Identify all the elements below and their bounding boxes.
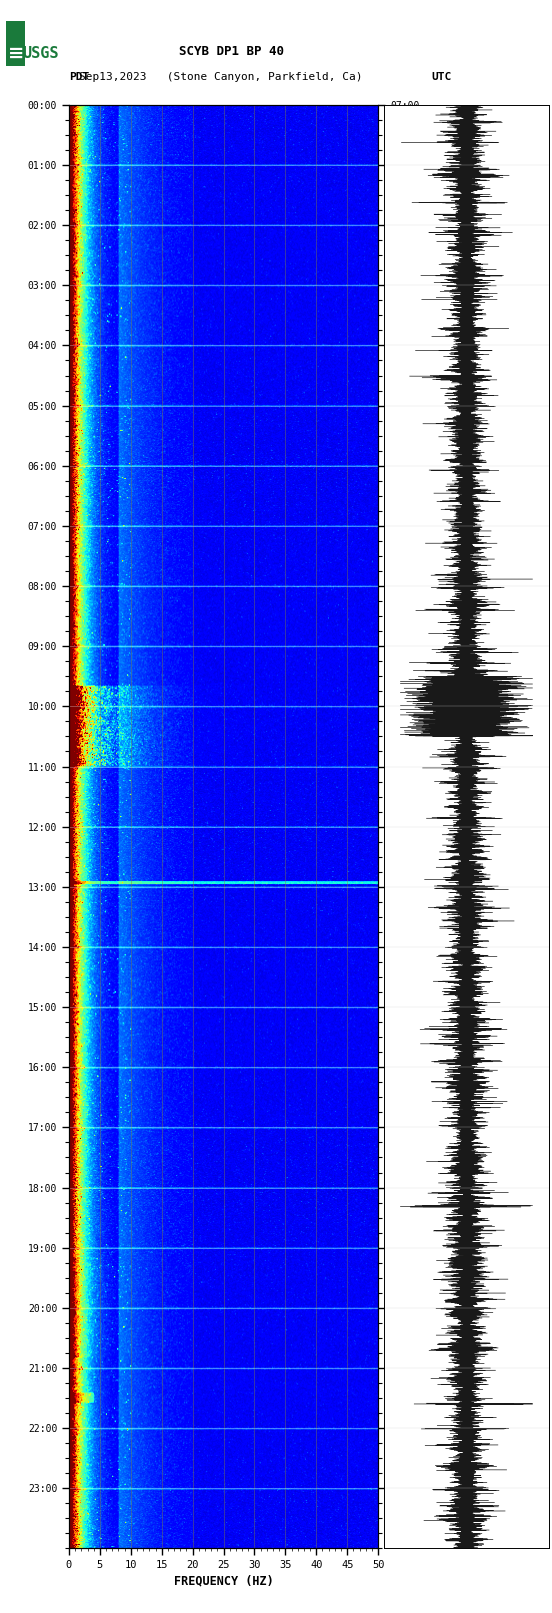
Text: USGS: USGS [22, 45, 59, 61]
Text: PDT: PDT [69, 73, 89, 82]
Text: SCYB DP1 BP 40: SCYB DP1 BP 40 [179, 45, 284, 58]
X-axis label: FREQUENCY (HZ): FREQUENCY (HZ) [174, 1574, 273, 1587]
Bar [6, 21, 25, 66]
Text: ≡: ≡ [8, 44, 25, 63]
Text: Sep13,2023   (Stone Canyon, Parkfield, Ca): Sep13,2023 (Stone Canyon, Parkfield, Ca) [79, 73, 363, 82]
Text: UTC: UTC [432, 73, 452, 82]
